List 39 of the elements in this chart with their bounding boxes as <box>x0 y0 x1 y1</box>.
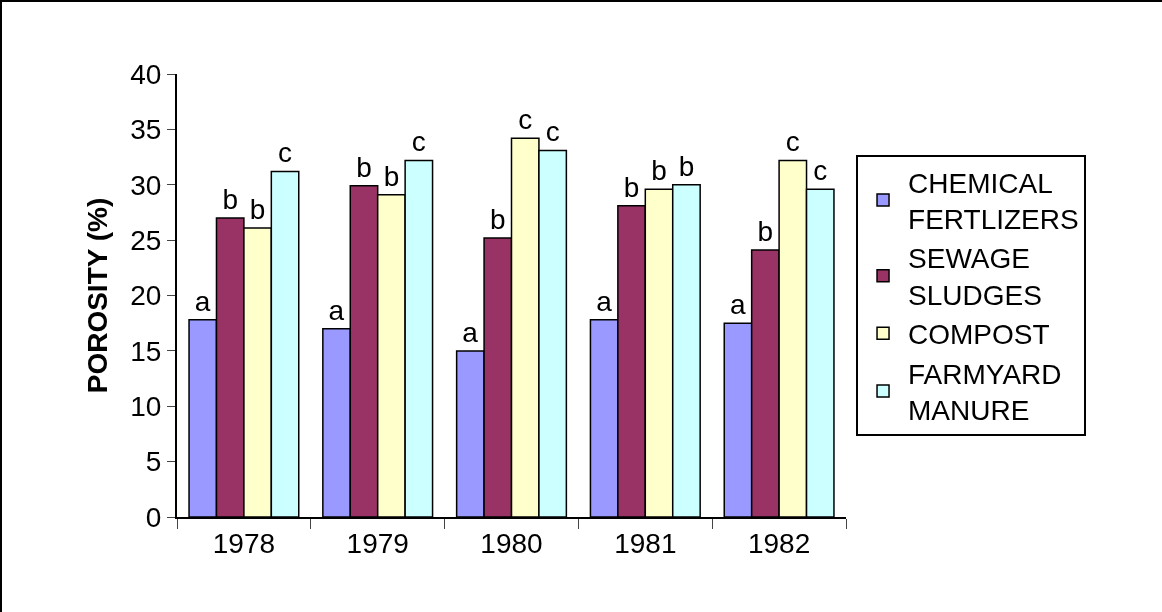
data-label: a <box>596 285 613 317</box>
y-tick-label: 5 <box>145 446 162 478</box>
legend-label: COMPOST <box>908 319 1050 351</box>
data-label: b <box>383 160 400 192</box>
data-label: b <box>249 193 266 225</box>
legend-label: CHEMICAL FERTLIZERS <box>908 167 1079 236</box>
data-label: b <box>490 203 506 235</box>
data-label: a <box>462 316 479 348</box>
data-label: c <box>411 126 426 158</box>
y-tick-label: 0 <box>145 501 162 533</box>
y-axis-title: POROSITY (%) <box>82 197 114 394</box>
y-tick-label: 25 <box>130 224 162 256</box>
data-label: c <box>785 126 800 158</box>
legend-label: FARMYARD MANURE <box>908 358 1062 427</box>
data-label: a <box>194 285 211 317</box>
data-label: c <box>278 137 293 169</box>
y-tick-label: 30 <box>130 169 162 201</box>
legend-label: SEWAGE SLUDGES <box>908 243 1042 311</box>
data-label: a <box>328 294 345 326</box>
data-label: b <box>356 151 372 183</box>
y-tick-label: 40 <box>130 58 162 90</box>
x-tick-label: 1978 <box>212 527 276 559</box>
data-label: c <box>518 104 533 136</box>
y-tick-label: 15 <box>130 335 162 367</box>
data-label: b <box>678 150 695 182</box>
data-label: a <box>729 289 746 321</box>
y-tick-label: 10 <box>130 391 162 423</box>
y-tick-label: 20 <box>130 280 162 312</box>
x-tick-label: 1982 <box>747 527 811 559</box>
data-label: b <box>651 155 667 187</box>
x-tick-label: 1981 <box>614 527 677 559</box>
x-tick-label: 1979 <box>346 527 409 559</box>
data-label: c <box>813 155 828 187</box>
y-tick-label: 35 <box>130 114 162 146</box>
data-label: c <box>545 116 560 148</box>
x-tick-label: 1980 <box>480 527 543 559</box>
data-label: b <box>623 171 640 203</box>
data-label: b <box>757 216 774 248</box>
data-label: b <box>222 183 238 215</box>
